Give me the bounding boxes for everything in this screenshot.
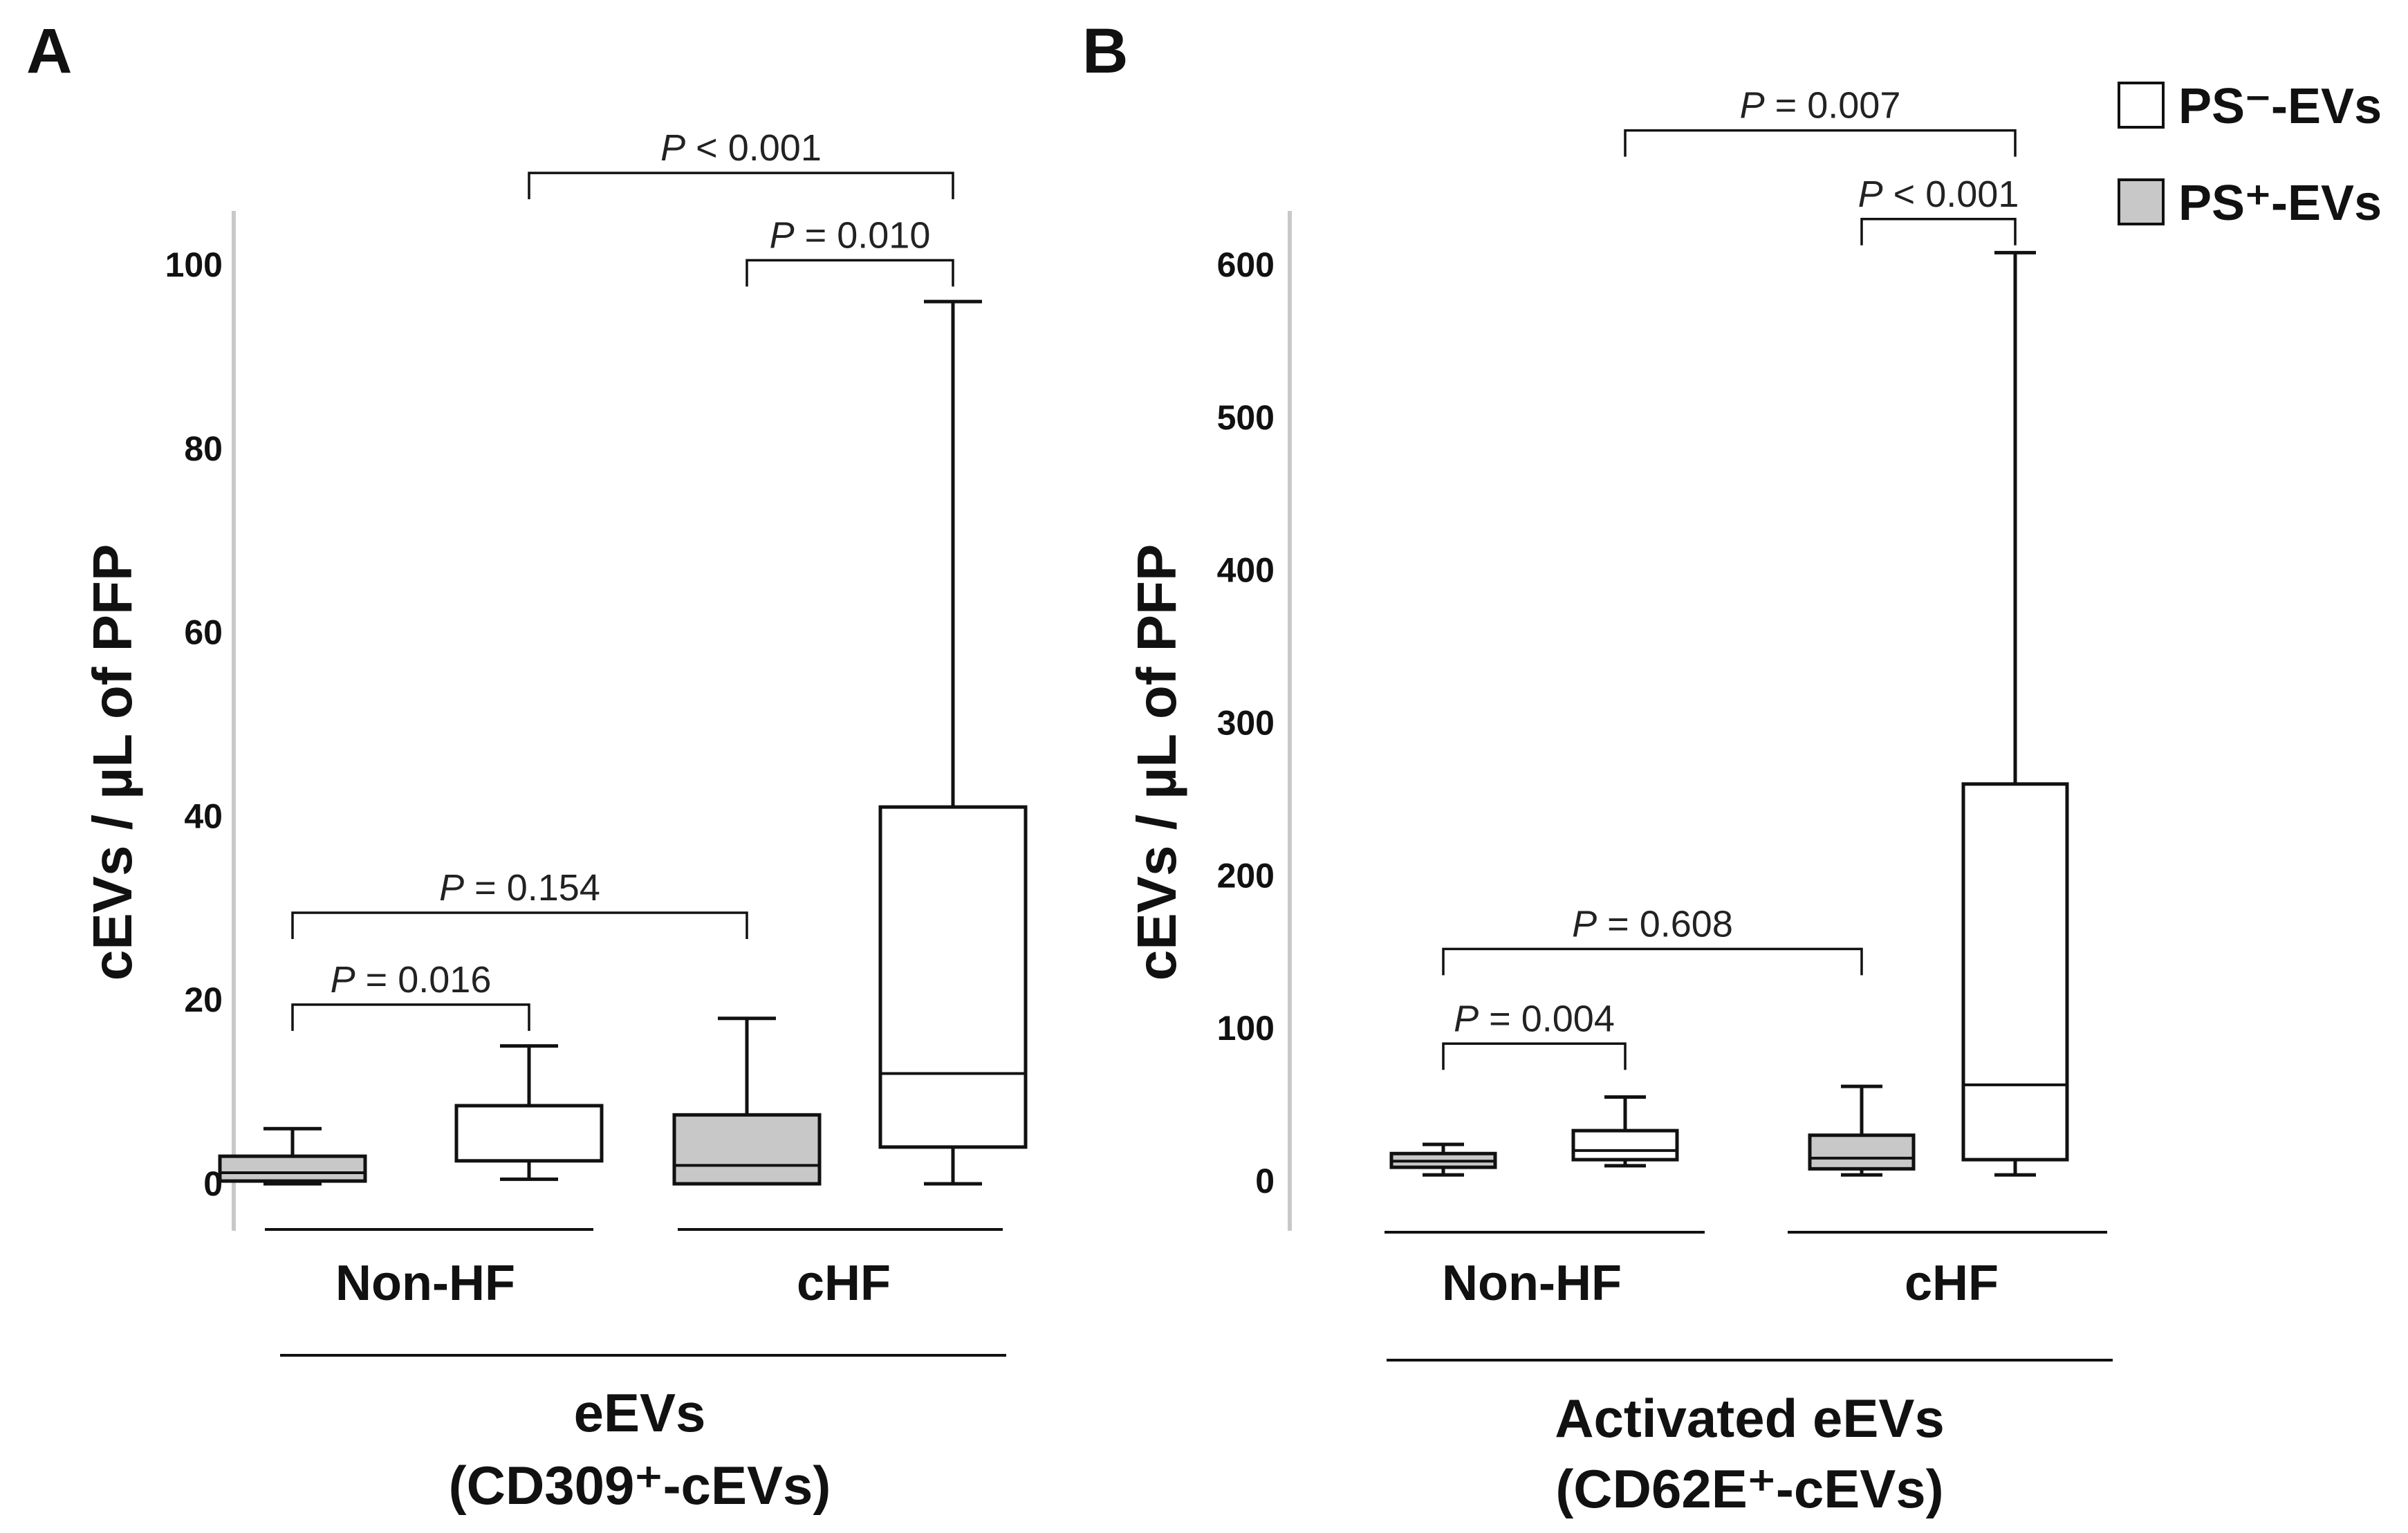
y-tick-label: 300	[1217, 704, 1275, 743]
p-value: = 0.608	[1597, 903, 1733, 945]
bracket-line	[291, 1003, 530, 1031]
p-symbol: P	[1454, 998, 1479, 1039]
y-tick-label: 40	[184, 797, 223, 835]
legend: PS⁻-EVs PS⁺-EVs	[2118, 79, 2382, 231]
box-chf-ps-negative	[878, 299, 1028, 1186]
comparison-bracket: P = 0.007	[1624, 85, 2017, 157]
p-value: = 0.010	[795, 214, 931, 256]
p-symbol: P	[660, 127, 685, 169]
y-tick-label: 0	[1255, 1162, 1275, 1200]
box-nonhf-ps-positive	[218, 1126, 367, 1186]
bracket-line	[745, 259, 954, 287]
x-axis-title: Activated eEVs	[1555, 1388, 1945, 1449]
comparison-bracket: P = 0.010	[745, 214, 954, 287]
panel-letter: B	[1082, 16, 1128, 86]
p-value: = 0.154	[464, 867, 600, 909]
p-value-label: P = 0.004	[1454, 998, 1615, 1039]
iqr-box	[454, 1104, 604, 1163]
iqr-box	[1808, 1133, 1916, 1171]
legend-label: PS⁺-EVs	[2178, 176, 2382, 231]
y-tick-label: 600	[1217, 245, 1275, 284]
y-axis-label: cEVs / µL of PFP	[82, 544, 143, 981]
y-tick-label: 400	[1217, 551, 1275, 590]
y-tick-label: 80	[184, 429, 223, 468]
legend-swatch	[2118, 82, 2165, 129]
comparison-bracket: P < 0.001	[528, 127, 954, 200]
panel-b: B 0 100 200 300 400 500 600 cEVs / µL of PFP P = …	[1082, 16, 2113, 1519]
y-tick-label: 100	[1217, 1009, 1275, 1048]
x-axis-title: (CD62E⁺-cEVs)	[1555, 1458, 1943, 1519]
bracket-line	[528, 171, 954, 200]
box-chf-ps-negative	[1961, 250, 2069, 1177]
p-value: < 0.001	[1883, 174, 2019, 215]
y-axis-label: cEVs / µL of PFP	[1126, 544, 1187, 981]
y-tick-label: 100	[165, 245, 223, 284]
box-nonhf-ps-negative	[1571, 1095, 1679, 1168]
bracket-line	[1624, 129, 2017, 157]
comparison-bracket: P < 0.001	[1858, 174, 2019, 245]
legend-swatch	[2118, 178, 2165, 225]
comparison-bracket: P = 0.004	[1442, 998, 1627, 1070]
p-symbol: P	[1572, 903, 1597, 945]
p-value: < 0.001	[685, 127, 822, 169]
bracket-line	[1442, 947, 1863, 976]
x-category-label: Non-HF	[1442, 1256, 1622, 1311]
iqr-box	[1571, 1128, 1679, 1162]
p-symbol: P	[770, 214, 795, 256]
p-symbol: P	[439, 867, 464, 909]
p-symbol: P	[1740, 85, 1765, 127]
legend-item-ps-negative: PS⁻-EVs	[2118, 79, 2382, 134]
y-tick-label: 500	[1217, 398, 1275, 437]
p-value-label: P = 0.154	[439, 867, 600, 909]
x-axis-title: eEVs	[574, 1382, 706, 1443]
p-symbol: P	[1858, 174, 1883, 215]
p-value-label: P < 0.001	[660, 127, 822, 169]
bracket-line	[1860, 218, 2017, 245]
p-value-label: P = 0.010	[770, 214, 931, 256]
p-value-label: P = 0.608	[1572, 903, 1733, 945]
legend-item-ps-positive: PS⁺-EVs	[2118, 176, 2382, 231]
y-tick-label: 200	[1217, 856, 1275, 895]
comparison-bracket: P = 0.016	[291, 959, 530, 1031]
p-value: = 0.004	[1479, 998, 1615, 1039]
y-tick-label: 60	[184, 613, 223, 652]
comparison-bracket: P = 0.608	[1442, 903, 1863, 976]
y-axis: 0 100 200 300 400 500 600 cEVs / µL of PFP	[1126, 211, 1292, 1231]
comparison-bracket: P = 0.154	[291, 867, 748, 939]
iqr-box	[672, 1113, 822, 1186]
p-value: = 0.016	[355, 959, 492, 1001]
box-nonhf-ps-positive	[1389, 1142, 1497, 1177]
box-chf-ps-positive	[1808, 1084, 1916, 1177]
x-axis-title: (CD309⁺-cEVs)	[449, 1455, 831, 1516]
y-tick-label: 20	[184, 981, 223, 1019]
legend-label: PS⁻-EVs	[2178, 79, 2382, 134]
x-category-label: cHF	[1905, 1256, 1999, 1311]
panel-letter: A	[26, 16, 72, 86]
iqr-box	[1961, 782, 2069, 1162]
p-value: = 0.007	[1765, 85, 1901, 127]
iqr-box	[878, 805, 1028, 1149]
p-value-label: P = 0.016	[331, 959, 492, 1001]
bracket-line	[1442, 1042, 1627, 1070]
x-category-label: Non-HF	[335, 1256, 515, 1311]
box-nonhf-ps-negative	[454, 1044, 604, 1181]
iqr-box	[218, 1154, 367, 1183]
box-chf-ps-positive	[672, 1016, 822, 1186]
bracket-line	[291, 911, 748, 939]
p-symbol: P	[331, 959, 355, 1001]
p-value-label: P < 0.001	[1858, 174, 2019, 215]
p-value-label: P = 0.007	[1740, 85, 1901, 127]
x-category-label: cHF	[797, 1256, 891, 1311]
